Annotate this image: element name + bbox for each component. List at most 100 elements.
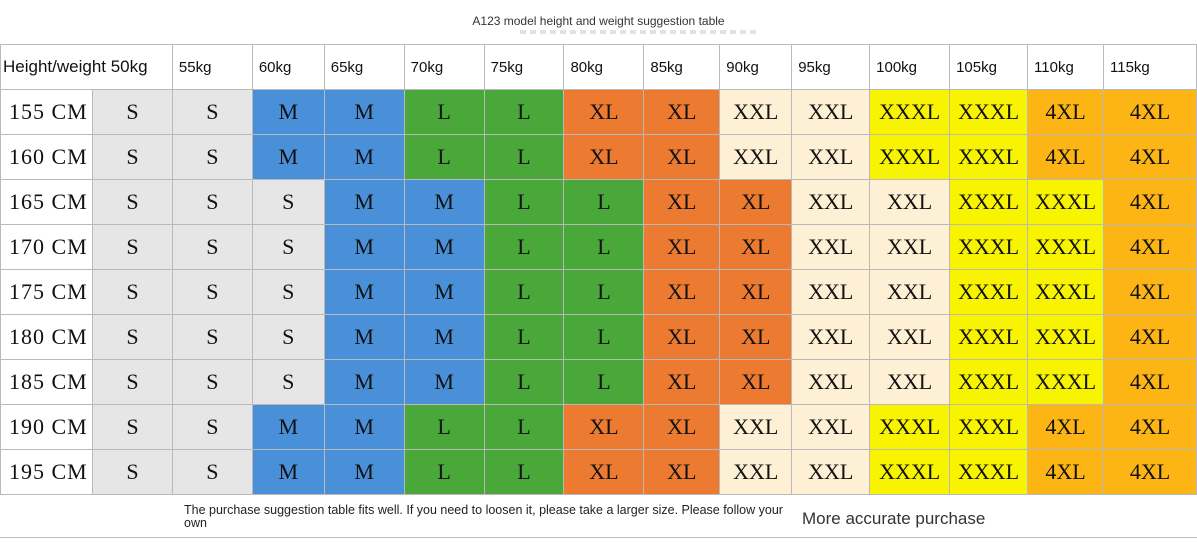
table-title: A123 model height and weight suggestion …	[472, 14, 725, 28]
table-row: 190 CM S S M M L L XL XL XXL XXL XXXL XXXL 4XL 4XL	[0, 404, 1197, 450]
table-row: 180 CM S S S M M L L XL XL XXL XXL XXXL XXXL 4XL	[0, 314, 1197, 360]
size-cell: M	[403, 359, 485, 405]
size-cell: M	[251, 134, 325, 180]
size-cell: L	[483, 359, 565, 405]
size-cell: S	[91, 89, 173, 135]
size-cell: XXL	[791, 179, 871, 225]
size-cell: S	[91, 449, 173, 495]
size-cell: 4XL	[1103, 134, 1197, 180]
header-weight-11: 105kg	[949, 44, 1029, 90]
footer-note: The purchase suggestion table fits well.…	[184, 503, 783, 530]
size-cell: XXL	[791, 404, 871, 450]
size-cell: S	[251, 179, 325, 225]
header-weight-9: 95kg	[791, 44, 871, 90]
size-cell: XXXL	[949, 269, 1029, 315]
header-weight-4: 70kg	[403, 44, 485, 90]
size-cell: L	[403, 89, 485, 135]
height-cell: 180 CM	[0, 314, 93, 360]
size-cell: 4XL	[1103, 404, 1197, 450]
size-cell: L	[563, 224, 645, 270]
size-cell: XXXL	[949, 449, 1029, 495]
size-cell: S	[171, 134, 253, 180]
size-cell: L	[403, 404, 485, 450]
size-cell: XXXL	[1027, 224, 1105, 270]
size-cell: 4XL	[1027, 134, 1105, 180]
size-cell: S	[251, 314, 325, 360]
header-weight-3: 65kg	[323, 44, 405, 90]
size-cell: XXL	[869, 269, 951, 315]
size-cell: XXXL	[949, 359, 1029, 405]
table-row: 185 CM S S S M M L L XL XL XXL XXL XXXL XXXL 4XL	[0, 359, 1197, 405]
title-underline-decoration	[520, 30, 760, 34]
size-cell: 4XL	[1027, 404, 1105, 450]
size-cell: S	[91, 359, 173, 405]
size-table: Height/weight 50kg 55kg 60kg 65kg 70kg 75kg 80…	[0, 44, 1197, 495]
size-cell: XXXL	[1027, 359, 1105, 405]
size-cell: S	[251, 359, 325, 405]
size-cell: L	[563, 314, 645, 360]
header-weight-12: 110kg	[1027, 44, 1105, 90]
footer-divider	[0, 537, 1197, 538]
height-cell: 175 CM	[0, 269, 93, 315]
size-cell: S	[171, 404, 253, 450]
size-cell: XXXL	[949, 404, 1029, 450]
size-cell: 4XL	[1027, 449, 1105, 495]
size-cell: S	[171, 359, 253, 405]
size-cell: XXL	[791, 134, 871, 180]
size-cell: XL	[643, 359, 721, 405]
size-cell: S	[171, 449, 253, 495]
header-weight-8: 90kg	[719, 44, 793, 90]
size-cell: 4XL	[1103, 359, 1197, 405]
height-cell: 190 CM	[0, 404, 93, 450]
size-cell: M	[323, 89, 405, 135]
size-cell: L	[483, 449, 565, 495]
size-cell: M	[323, 314, 405, 360]
size-cell: M	[251, 449, 325, 495]
size-cell: XXL	[719, 404, 793, 450]
size-cell: L	[403, 134, 485, 180]
size-cell: XXL	[791, 89, 871, 135]
header-weight-7: 85kg	[643, 44, 721, 90]
size-cell: 4XL	[1103, 89, 1197, 135]
size-cell: S	[91, 404, 173, 450]
size-cell: S	[91, 134, 173, 180]
size-cell: L	[483, 314, 565, 360]
size-cell: 4XL	[1103, 314, 1197, 360]
size-cell: S	[251, 224, 325, 270]
header-row: Height/weight 50kg 55kg 60kg 65kg 70kg 75kg 80…	[0, 44, 1197, 90]
size-cell: L	[483, 269, 565, 315]
size-cell: M	[323, 134, 405, 180]
size-cell: XL	[719, 314, 793, 360]
size-cell: S	[91, 224, 173, 270]
size-cell: XXL	[791, 224, 871, 270]
size-cell: XXXL	[949, 134, 1029, 180]
size-cell: XXXL	[869, 404, 951, 450]
size-cell: L	[403, 449, 485, 495]
size-cell: XXXL	[949, 224, 1029, 270]
size-cell: XXL	[719, 89, 793, 135]
size-cell: M	[323, 359, 405, 405]
size-cell: L	[483, 134, 565, 180]
size-cell: XL	[643, 269, 721, 315]
size-cell: XXXL	[949, 89, 1029, 135]
size-cell: M	[323, 449, 405, 495]
size-cell: XL	[719, 179, 793, 225]
header-weight-13: 115kg	[1103, 44, 1197, 90]
size-cell: XL	[643, 404, 721, 450]
size-cell: S	[171, 224, 253, 270]
size-cell: L	[483, 179, 565, 225]
table-row: 175 CM S S S M M L L XL XL XXL XXL XXXL XXXL 4XL	[0, 269, 1197, 315]
table-row: 165 CM S S S M M L L XL XL XXL XXL XXXL XXXL 4XL	[0, 179, 1197, 225]
size-cell: M	[403, 314, 485, 360]
header-weight-10: 100kg	[869, 44, 951, 90]
size-cell: XL	[643, 134, 721, 180]
size-cell: 4XL	[1027, 89, 1105, 135]
size-cell: XXXL	[869, 449, 951, 495]
size-cell: XXL	[869, 314, 951, 360]
size-cell: S	[171, 314, 253, 360]
header-weight-5: 75kg	[483, 44, 565, 90]
size-cell: M	[403, 269, 485, 315]
size-cell: S	[91, 179, 173, 225]
size-cell: 4XL	[1103, 269, 1197, 315]
size-cell: XL	[643, 314, 721, 360]
